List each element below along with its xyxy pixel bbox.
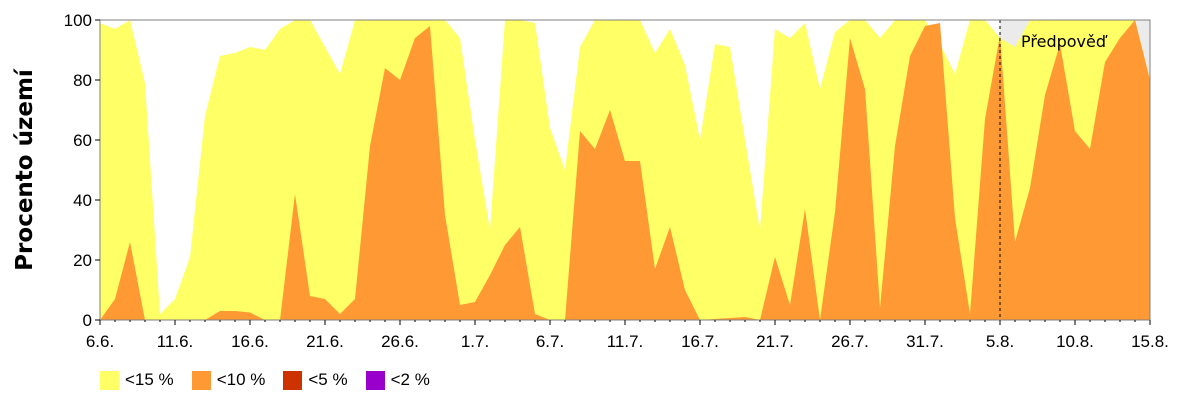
- legend-swatch: [191, 370, 211, 390]
- x-tick-label: 11.6.: [157, 332, 194, 351]
- y-tick-label: 20: [73, 251, 92, 270]
- x-tick-label: 26.6.: [381, 332, 419, 351]
- legend-swatch: [100, 370, 119, 390]
- y-tick-label: 0: [83, 311, 92, 330]
- x-tick-label: 15.8.: [1131, 332, 1169, 351]
- x-tick-label: 6.6.: [86, 332, 114, 351]
- x-tick-label: 31.7.: [906, 332, 944, 351]
- x-tick-label: 1.7.: [461, 332, 489, 351]
- x-axis: 6.6. 11.6. 16.6. 21.6. 26.6. 1.7. 6.7. 11.7. 16.…: [86, 320, 1169, 351]
- x-tick-label: 26.7.: [831, 332, 869, 351]
- legend-label: <2 %: [390, 370, 430, 389]
- legend-swatch: [283, 370, 303, 390]
- y-tick-label: 80: [73, 71, 92, 90]
- x-tick-label: 16.7.: [681, 332, 719, 351]
- plot-area: [99, 19, 1151, 321]
- y-axis: 0 20 40 60 80 100: [64, 11, 100, 330]
- y-tick-label: 100: [64, 11, 92, 30]
- x-tick-label: 5.8.: [986, 332, 1014, 351]
- x-tick-label: 6.7.: [536, 332, 564, 351]
- y-tick-label: 60: [73, 131, 92, 150]
- legend-item: <10 %: [191, 370, 266, 390]
- forecast-label: Předpověď: [1021, 32, 1108, 51]
- legend-item: <2 %: [365, 370, 430, 390]
- x-tick-label: 11.7.: [607, 332, 644, 351]
- legend-label: <5 %: [308, 370, 348, 389]
- legend-swatch: [365, 370, 385, 390]
- legend-item: <5 %: [283, 370, 348, 390]
- legend-label: <10 %: [216, 370, 266, 389]
- x-tick-label: 21.6.: [306, 332, 344, 351]
- x-tick-label: 10.8.: [1056, 332, 1094, 351]
- chart-svg: 0 20 40 60 80 100 6.6. 11.6. 16.6. 21.6. 26.6. 1.7…: [12, 11, 1169, 351]
- y-tick-label: 40: [73, 191, 92, 210]
- x-tick-label: 21.7.: [756, 332, 794, 351]
- legend-item: <15 %: [100, 370, 174, 390]
- legend-label: <15 %: [125, 370, 174, 389]
- y-axis-label: Procento území: [12, 68, 38, 271]
- area-lt10: [100, 20, 1150, 320]
- legend: <15 % <10 % <5 % <2 %: [100, 370, 430, 390]
- x-tick-label: 16.6.: [231, 332, 269, 351]
